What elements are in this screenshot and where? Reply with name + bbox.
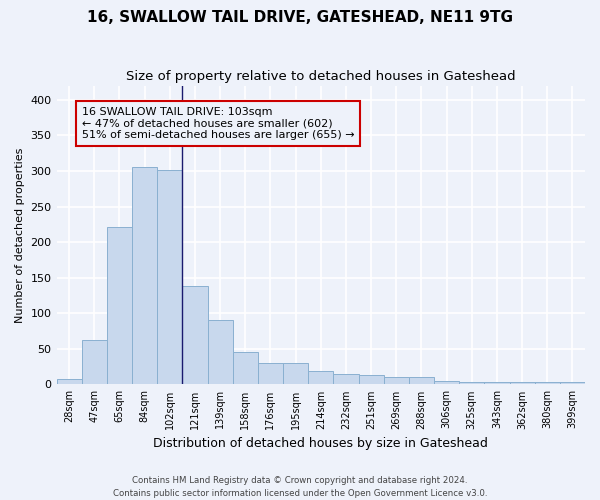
Bar [82, 340, 107, 384]
X-axis label: Distribution of detached houses by size in Gateshead: Distribution of detached houses by size … [154, 437, 488, 450]
Bar [258, 363, 283, 384]
Bar [233, 352, 258, 384]
Bar [459, 382, 484, 384]
Bar [283, 363, 308, 384]
Bar [56, 378, 82, 384]
Bar [484, 382, 509, 384]
Text: 16 SWALLOW TAIL DRIVE: 103sqm
← 47% of detached houses are smaller (602)
51% of : 16 SWALLOW TAIL DRIVE: 103sqm ← 47% of d… [82, 107, 355, 140]
Bar [132, 166, 157, 384]
Title: Size of property relative to detached houses in Gateshead: Size of property relative to detached ho… [126, 70, 515, 83]
Bar [157, 170, 182, 384]
Bar [182, 286, 208, 384]
Text: Contains HM Land Registry data © Crown copyright and database right 2024.
Contai: Contains HM Land Registry data © Crown c… [113, 476, 487, 498]
Bar [535, 382, 560, 384]
Bar [409, 378, 434, 384]
Bar [560, 382, 585, 384]
Bar [334, 374, 359, 384]
Bar [208, 320, 233, 384]
Bar [107, 227, 132, 384]
Bar [509, 382, 535, 384]
Y-axis label: Number of detached properties: Number of detached properties [15, 148, 25, 322]
Bar [383, 378, 409, 384]
Bar [308, 371, 334, 384]
Text: 16, SWALLOW TAIL DRIVE, GATESHEAD, NE11 9TG: 16, SWALLOW TAIL DRIVE, GATESHEAD, NE11 … [87, 10, 513, 25]
Bar [359, 375, 383, 384]
Bar [434, 381, 459, 384]
